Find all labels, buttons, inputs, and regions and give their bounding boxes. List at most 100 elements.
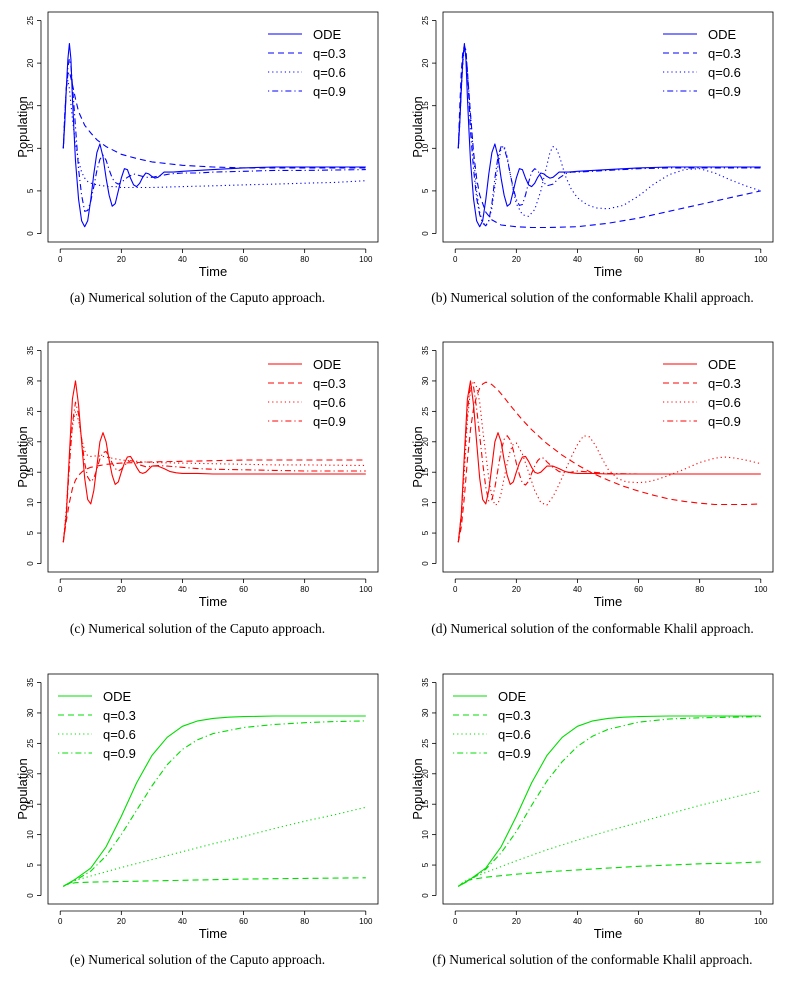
x-tick-label: 20	[512, 255, 521, 264]
panel-f: 0 20 40 60 80 100 0 5 10 15 20 25 30 35 Time Population…	[395, 662, 790, 987]
x-tick-label: 20	[512, 585, 521, 594]
series-line-ode	[458, 715, 761, 887]
series-line-q-0-6	[62, 79, 366, 189]
y-tick-label: 20	[26, 437, 35, 446]
series-line-ode	[63, 715, 366, 887]
x-tick-label: 40	[573, 585, 582, 594]
y-tick-label: 15	[26, 101, 35, 110]
x-axis-label: Time	[594, 264, 622, 279]
series-line-ode	[62, 380, 366, 543]
y-tick-label: 25	[421, 406, 430, 415]
y-tick-label: 20	[421, 58, 430, 67]
chart-c: 0 20 40 60 80 100 0 5 10 15 20 25 30 35 Time Population…	[15, 341, 379, 609]
series-line-q-0-3	[457, 381, 761, 543]
y-tick-label: 10	[26, 143, 35, 152]
y-tick-label: 5	[26, 188, 35, 193]
series-line-q-0-6	[62, 410, 366, 543]
chart-e: 0 20 40 60 80 100 0 5 10 15 20 25 30 35 Time Population…	[15, 673, 379, 941]
series-line-q-0-9	[63, 720, 366, 887]
y-tick-label: 5	[26, 862, 35, 867]
y-axis-label: Population	[15, 96, 30, 157]
legend-entry: ODE	[313, 357, 342, 372]
x-tick-label: 0	[58, 917, 63, 926]
y-axis-label: Population	[15, 758, 30, 819]
series-line-q-0-9	[62, 58, 366, 212]
legend-entry: q=0.3	[708, 46, 741, 61]
series-line-q-0-9	[457, 45, 761, 227]
legend-entry: ODE	[313, 27, 342, 42]
x-tick-label: 40	[573, 255, 582, 264]
x-tick-label: 40	[178, 255, 187, 264]
x-axis-label: Time	[199, 264, 227, 279]
x-tick-label: 80	[300, 917, 309, 926]
x-tick-label: 0	[58, 585, 63, 594]
y-tick-label: 15	[26, 799, 35, 808]
series-line-q-0-9	[457, 383, 761, 543]
legend-entry: q=0.6	[708, 395, 741, 410]
series-line-ode	[457, 380, 761, 543]
series-line-q-0-9	[458, 716, 761, 887]
y-tick-label: 35	[26, 678, 35, 687]
series-line-ode	[62, 42, 366, 228]
y-tick-label: 20	[421, 437, 430, 446]
x-tick-label: 80	[300, 585, 309, 594]
y-tick-label: 15	[421, 467, 430, 476]
y-tick-label: 35	[421, 346, 430, 355]
y-tick-label: 25	[421, 16, 430, 25]
caption-c: (c) Numerical solution of the Caputo app…	[69, 621, 326, 636]
x-tick-label: 0	[453, 255, 458, 264]
x-tick-label: 60	[239, 255, 248, 264]
x-tick-label: 60	[634, 255, 643, 264]
chart-d: 0 20 40 60 80 100 0 5 10 15 20 25 30 35 Time Population…	[410, 341, 774, 609]
y-tick-label: 20	[26, 769, 35, 778]
panel-d: 0 20 40 60 80 100 0 5 10 15 20 25 30 35 Time Population…	[395, 330, 790, 655]
x-tick-label: 60	[634, 585, 643, 594]
legend-entry: q=0.3	[498, 708, 531, 723]
x-tick-label: 20	[512, 917, 521, 926]
series-line-q-0-3	[63, 877, 366, 887]
y-tick-label: 0	[26, 561, 35, 566]
panel-c: 0 20 40 60 80 100 0 5 10 15 20 25 30 35 Time Population…	[0, 330, 395, 655]
panel-e: 0 20 40 60 80 100 0 5 10 15 20 25 30 35 Time Population…	[0, 662, 395, 987]
caption-e: (e) Numerical solution of the Caputo app…	[69, 952, 326, 967]
legend-entry: q=0.9	[313, 414, 346, 429]
y-tick-label: 15	[421, 101, 430, 110]
legend-entry: q=0.9	[103, 746, 136, 761]
x-axis-label: Time	[199, 926, 227, 941]
y-tick-label: 5	[421, 530, 430, 535]
plot-frame	[47, 673, 379, 905]
y-tick-label: 30	[421, 708, 430, 717]
x-tick-label: 20	[117, 255, 126, 264]
y-tick-label: 5	[421, 862, 430, 867]
x-tick-label: 40	[178, 585, 187, 594]
y-tick-label: 20	[26, 58, 35, 67]
y-tick-label: 25	[26, 16, 35, 25]
legend-entry: ODE	[708, 27, 737, 42]
legend-entry: q=0.9	[498, 746, 531, 761]
x-tick-label: 100	[359, 585, 373, 594]
y-tick-label: 25	[26, 738, 35, 747]
legend-entry: q=0.3	[708, 376, 741, 391]
legend-entry: ODE	[708, 357, 737, 372]
y-axis-label: Population	[410, 96, 425, 157]
y-tick-label: 30	[26, 708, 35, 717]
x-tick-label: 60	[634, 917, 643, 926]
x-tick-label: 100	[359, 917, 373, 926]
y-tick-label: 10	[421, 830, 430, 839]
series-line-q-0-6	[457, 45, 761, 227]
x-tick-label: 100	[754, 255, 768, 264]
x-tick-label: 100	[754, 917, 768, 926]
series-line-q-0-3	[62, 459, 366, 543]
caption-d: (d) Numerical solution of the conformabl…	[431, 621, 754, 636]
x-tick-label: 80	[695, 585, 704, 594]
panel-a: 0 20 40 60 80 100 0 5 10 15 20 25 Time Population ODE q…	[0, 0, 395, 325]
legend-entry: q=0.3	[313, 376, 346, 391]
caption-f: (f) Numerical solution of the conformabl…	[432, 952, 753, 967]
plot-frame	[442, 341, 774, 573]
chart-b: 0 20 40 60 80 100 0 5 10 15 20 25 Time Population ODE q…	[410, 11, 774, 279]
y-tick-label: 30	[26, 376, 35, 385]
x-tick-label: 0	[58, 255, 63, 264]
legend-entry: q=0.3	[103, 708, 136, 723]
plot-frame	[47, 341, 379, 573]
y-tick-label: 5	[26, 530, 35, 535]
